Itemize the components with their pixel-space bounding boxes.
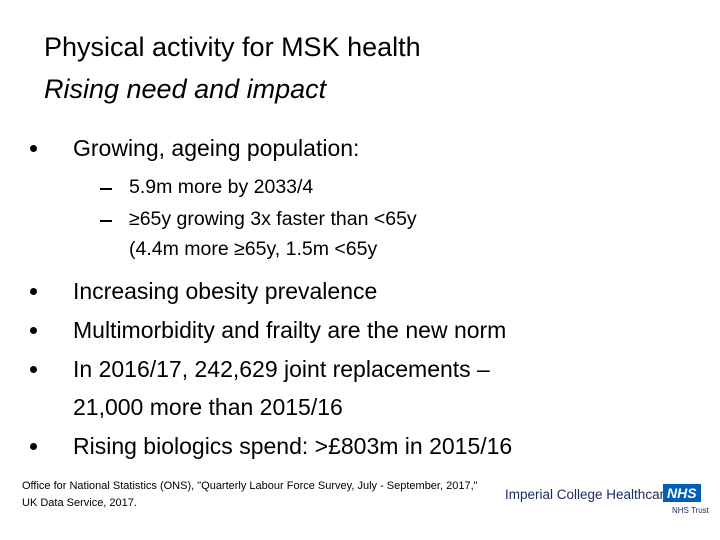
bullet-dot (30, 288, 37, 295)
bullet-dot (30, 327, 37, 334)
logo-trust: NHS Trust (672, 506, 709, 515)
bullet-text: 21,000 more than 2015/16 (73, 394, 343, 420)
slide-subtitle: Rising need and impact (44, 74, 327, 104)
sub-text: 5.9m more by 2033/4 (129, 176, 314, 198)
bullet-dot (30, 366, 37, 373)
sub-dash (100, 220, 112, 222)
bullet-text: Multimorbidity and frailty are the new n… (73, 317, 507, 343)
sub-text: (4.4m more ≥65y, 1.5m <65y (129, 238, 378, 260)
slide-title: Physical activity for MSK health (44, 32, 421, 62)
sub-text: ≥65y growing 3x faster than <65y (129, 208, 417, 230)
bullet-text: Increasing obesity prevalence (73, 278, 378, 304)
bullet-dot (30, 443, 37, 450)
sub-dash (100, 188, 112, 190)
bullet-text: Growing, ageing population: (73, 135, 360, 161)
bullet-text: In 2016/17, 242,629 joint replacements – (73, 356, 490, 382)
citation: Office for National Statistics (ONS), "Q… (22, 480, 478, 509)
logo-badge: NHS (663, 484, 701, 502)
logo-name: Imperial College Healthcare (505, 487, 672, 502)
bullet-text: Rising biologics spend: >£803m in 2015/1… (73, 433, 513, 459)
bullet-dot (30, 145, 37, 152)
